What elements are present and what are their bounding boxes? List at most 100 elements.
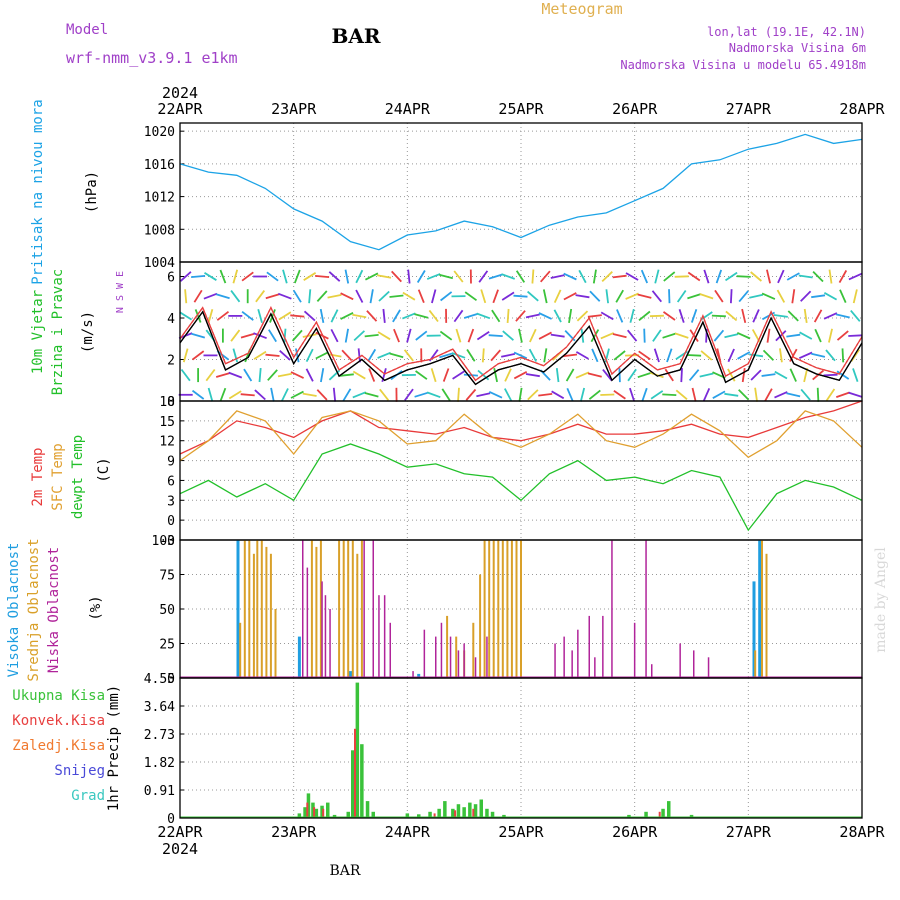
bottom-date-label: 26APR: [612, 823, 658, 841]
wind-arrow: [339, 373, 354, 377]
wind-arrow: [724, 333, 739, 339]
wind-arrow: [823, 312, 838, 320]
wind-arrow: [828, 269, 833, 284]
wind-arrow: [687, 354, 702, 357]
wind-arrow: [798, 274, 813, 279]
y-tick-label: 6: [167, 474, 175, 489]
wind-arrow: [378, 290, 390, 302]
top-date-label: 25APR: [498, 100, 544, 118]
wind-arrow: [366, 310, 378, 322]
wind-arrow: [404, 388, 414, 401]
y-tick-label: 1012: [144, 191, 175, 206]
wind-arrow: [268, 329, 277, 343]
bar-clouds-2: [378, 595, 380, 678]
wind-arrow: [730, 289, 733, 304]
top-date-label: 28APR: [839, 100, 885, 118]
wind-arrow: [352, 313, 367, 319]
bar-precipitation-0: [297, 813, 302, 818]
wind-arrow: [219, 387, 227, 402]
wind-arrow: [391, 270, 402, 283]
bar-precipitation-0: [417, 814, 421, 818]
y-tick-label: 4: [167, 312, 175, 327]
wind-arrow: [612, 333, 627, 339]
wind-arrow: [699, 372, 714, 378]
bar-precipitation-1: [354, 728, 356, 818]
bar-clouds-1: [520, 540, 522, 678]
wind-arrow: [762, 349, 775, 361]
wind-arrow: [191, 350, 205, 361]
bar-clouds-2: [611, 540, 613, 678]
wind-arrow: [369, 289, 374, 304]
wind-arrow: [637, 372, 652, 379]
wind-arrow: [764, 388, 773, 402]
bar-clouds-1: [347, 540, 350, 678]
wind-arrow: [280, 388, 289, 402]
wind-arrow: [389, 294, 404, 298]
wind-arrow: [253, 350, 267, 360]
wind-arrow: [184, 289, 188, 304]
wind-arrow: [687, 293, 701, 300]
elevation-label: Nadmorska Visina 6m: [729, 41, 866, 55]
y-tick-label: 18: [159, 395, 175, 410]
wind-arrow: [592, 269, 597, 284]
wind-arrow: [364, 272, 379, 281]
wind-arrow: [590, 329, 600, 343]
wind-arrow: [575, 294, 590, 299]
wind-arrow: [550, 333, 565, 338]
wind-arrow: [191, 275, 206, 278]
wind-arrow: [663, 271, 676, 282]
series-line-temperature-2: [179, 443, 863, 532]
bar-clouds-2: [329, 609, 331, 678]
wind-arrow: [712, 390, 726, 399]
y-tick-label: 6: [167, 271, 175, 286]
y-tick-label: 12: [159, 435, 175, 450]
wind-arrow: [737, 351, 751, 360]
wind-arrow: [403, 349, 414, 362]
wind-arrow: [579, 387, 586, 402]
bar-clouds-1: [765, 553, 768, 678]
bar-precipitation-0: [451, 808, 455, 818]
wind-arrow: [377, 331, 391, 341]
wind-arrow: [426, 391, 441, 399]
y-tick-label: 75: [159, 569, 175, 584]
wind-arrow: [379, 388, 390, 401]
wind-arrow: [455, 328, 462, 343]
panel-wind: 0 2 4 6: [167, 261, 863, 410]
panel-frame: [179, 677, 863, 819]
wind-arrow: [616, 309, 624, 323]
wind-arrow: [191, 389, 205, 400]
bar-clouds-2: [383, 595, 386, 678]
wind-arrow: [476, 312, 491, 320]
pressure-axis-label: Pritisak na nivou mora: [30, 99, 46, 284]
wind-arrow: [357, 348, 361, 363]
wind-arrow: [501, 291, 515, 301]
wind-arrow: [565, 368, 575, 382]
wind-arrow: [811, 352, 826, 358]
wind-arrow: [478, 270, 489, 283]
bar-precipitation-1: [322, 808, 325, 818]
series-line-temperature-0: [179, 400, 863, 455]
wind-arrow: [738, 290, 749, 303]
bar-precipitation-0: [320, 805, 324, 818]
watermark: made by Angel: [873, 547, 889, 653]
bar-clouds-0: [349, 671, 352, 678]
wind-arrow: [491, 309, 501, 323]
wind-arrow: [651, 290, 663, 303]
wind-arrow: [852, 368, 859, 382]
top-date-labels: 22APR 23APR 24APR 25APR 26APR 27APR 28APR: [157, 100, 885, 118]
bar-clouds-0: [758, 540, 762, 678]
bottom-date-label: 24APR: [385, 823, 431, 841]
wind-arrow: [691, 387, 697, 402]
wind-arrow: [278, 311, 292, 321]
wind-arrow: [439, 352, 454, 359]
wind-arrow: [529, 328, 537, 343]
panels: 100410081012101610200246-303691215180255…: [6, 99, 863, 827]
wind-arrow: [666, 348, 673, 363]
wind-arrow: [761, 292, 776, 300]
wind-arrow: [414, 313, 429, 319]
legend-hail: Grad: [71, 788, 105, 804]
wind-arrow: [305, 368, 314, 382]
top-date-label: 22APR: [157, 100, 203, 118]
wind-arrow: [501, 273, 516, 280]
top-date-label: 24APR: [385, 100, 431, 118]
